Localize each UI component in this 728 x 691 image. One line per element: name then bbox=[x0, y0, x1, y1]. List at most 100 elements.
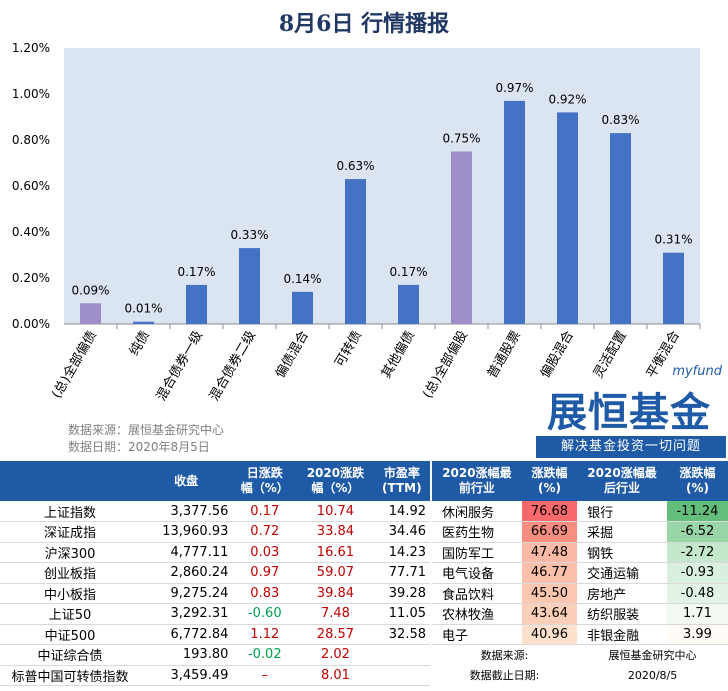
data-label: 0.14% bbox=[283, 272, 321, 286]
bar bbox=[557, 112, 578, 325]
bar bbox=[186, 284, 207, 324]
bottom-sector: 房地产 bbox=[577, 583, 667, 604]
top-sector: 休闲服务 bbox=[432, 501, 522, 522]
chart-source: 数据来源：展恒基金研究中心 bbox=[68, 423, 225, 437]
x-tick-label: 混合债券二级 bbox=[206, 328, 259, 404]
day-change: 0.03 bbox=[232, 542, 298, 563]
bar bbox=[239, 248, 260, 324]
sector-source-row: 数据来源: 展恒基金研究中心 bbox=[432, 645, 728, 666]
y-tick-label: 0.40% bbox=[12, 225, 50, 239]
bottom-sector-change: -0.93 bbox=[666, 562, 728, 584]
logo-url: myfund bbox=[672, 364, 722, 379]
day-change: -0.02 bbox=[232, 644, 298, 666]
data-label: 0.97% bbox=[495, 81, 533, 95]
table-row: 沪深300 4,777.11 0.03 16.61 14.23 bbox=[0, 542, 430, 563]
bottom-sector: 交通运输 bbox=[577, 562, 667, 584]
bar bbox=[663, 252, 684, 324]
ytd-change: 33.84 bbox=[297, 521, 374, 543]
ytd-change: 28.57 bbox=[297, 624, 374, 645]
table-row: 深证成指 13,960.93 0.72 33.84 34.46 bbox=[0, 521, 430, 543]
index-header-3: 2020涨跌 幅（%） bbox=[297, 461, 374, 501]
data-label: 0.83% bbox=[601, 113, 639, 127]
sector-table: 2020涨幅最 前行业 涨跌幅 (%) 2020涨幅最 后行业 涨跌幅 (%) 休闲服务 76.… bbox=[432, 461, 728, 686]
x-tick-label: 纯债 bbox=[127, 329, 153, 359]
data-label: 0.33% bbox=[230, 228, 268, 242]
pe-ttm: 14.23 bbox=[373, 542, 430, 563]
table-row: 中小板指 9,275.24 0.83 39.84 39.28 bbox=[0, 583, 430, 604]
data-label: 0.17% bbox=[389, 265, 427, 279]
table-row: 医药生物 66.69 采掘 -6.52 bbox=[432, 521, 728, 543]
top-sector-change: 76.68 bbox=[521, 501, 578, 522]
pe-ttm: 32.58 bbox=[373, 624, 430, 645]
top-sector: 医药生物 bbox=[432, 521, 522, 543]
bar bbox=[345, 179, 366, 324]
day-change: 0.97 bbox=[232, 562, 298, 584]
x-tick-label: (总)全部偏债 bbox=[49, 328, 100, 401]
y-tick-label: 0.80% bbox=[12, 133, 50, 147]
pe-ttm: 39.28 bbox=[373, 583, 430, 604]
chart-date: 数据日期：2020年8月5日 bbox=[68, 440, 210, 454]
ytd-change: 16.61 bbox=[297, 542, 374, 563]
day-change: 1.12 bbox=[232, 624, 298, 645]
brand-logo: myfund 展恒基金 解决基金投资一切问题 bbox=[536, 364, 726, 462]
sector-source-label: 数据来源: bbox=[480, 649, 529, 662]
index-name: 标普中国可转债指数 bbox=[0, 665, 140, 686]
index-name: 中证500 bbox=[0, 624, 140, 645]
bottom-sector-change: -0.48 bbox=[666, 583, 728, 604]
top-sector: 电子 bbox=[432, 624, 522, 645]
index-name: 中证综合债 bbox=[0, 644, 140, 666]
x-tick-label: 可转债 bbox=[332, 329, 364, 370]
x-tick-label: 混合债券一级 bbox=[153, 328, 206, 404]
sector-source-value: 展恒基金研究中心 bbox=[608, 649, 697, 662]
table-row: 标普中国可转债指数 3,459.49–8.01 bbox=[0, 665, 430, 686]
bottom-sector: 钢铁 bbox=[577, 542, 667, 563]
sector-header-1: 涨跌幅 (%) bbox=[521, 461, 578, 501]
close-value: 3,292.31 bbox=[140, 603, 233, 625]
index-header-4: 市盈率 (TTM) bbox=[373, 461, 430, 501]
ytd-change: 7.48 bbox=[297, 603, 374, 625]
y-tick-label: 0.00% bbox=[12, 317, 50, 331]
bar bbox=[80, 303, 101, 324]
day-change: -0.60 bbox=[232, 603, 298, 625]
table-row: 上证50 3,292.31 -0.60 7.48 11.05 bbox=[0, 603, 430, 625]
x-tick-label: 其他偏债 bbox=[379, 329, 418, 382]
day-change: 0.72 bbox=[232, 521, 298, 543]
ytd-change: 39.84 bbox=[297, 583, 374, 604]
index-name: 沪深300 bbox=[0, 542, 140, 563]
close-value: 13,960.93 bbox=[140, 521, 233, 543]
bottom-sector-change: -6.52 bbox=[666, 521, 728, 543]
y-tick-label: 1.00% bbox=[12, 87, 50, 101]
close-value: 2,860.24 bbox=[140, 562, 233, 584]
index-header-1: 收盘 bbox=[140, 461, 233, 501]
top-sector: 食品饮料 bbox=[432, 583, 522, 604]
data-label: 0.17% bbox=[177, 265, 215, 279]
bottom-sector-change: 3.99 bbox=[666, 624, 728, 645]
sector-header-0: 2020涨幅最 前行业 bbox=[432, 461, 522, 501]
top-sector-change: 46.77 bbox=[521, 562, 578, 584]
bar bbox=[504, 100, 525, 325]
sector-date-label: 数据截止日期: bbox=[469, 669, 540, 683]
table-row: 电气设备 46.77 交通运输 -0.93 bbox=[432, 562, 728, 584]
top-sector-change: 40.96 bbox=[521, 624, 578, 645]
y-tick-label: 0.60% bbox=[12, 179, 50, 193]
close-value: 4,777.11 bbox=[140, 542, 233, 563]
table-row: 电子 40.96 非银金融 3.99 bbox=[432, 624, 728, 645]
table-row: 中证500 6,772.84 1.12 28.57 32.58 bbox=[0, 624, 430, 645]
index-header-2: 日涨跌 幅（%） bbox=[232, 461, 298, 501]
index-name: 中小板指 bbox=[0, 583, 140, 604]
bar bbox=[451, 151, 472, 324]
bottom-sector: 银行 bbox=[577, 501, 667, 522]
index-name: 上证指数 bbox=[0, 501, 140, 522]
bar bbox=[133, 321, 154, 324]
sector-date-row: 数据截止日期: 2020/8/5 bbox=[432, 665, 728, 686]
table-row: 休闲服务 76.68 银行 -11.24 bbox=[432, 501, 728, 522]
sector-header-3: 涨跌幅 (%) bbox=[666, 461, 728, 501]
x-tick-label: 普通股票 bbox=[485, 329, 524, 382]
close-value: 9,275.24 bbox=[140, 583, 233, 604]
bar bbox=[610, 133, 631, 324]
day-change: 0.83 bbox=[232, 583, 298, 604]
top-sector: 国防军工 bbox=[432, 542, 522, 563]
ytd-change: 2.02 bbox=[297, 644, 374, 666]
index-name: 上证50 bbox=[0, 603, 140, 625]
data-label: 0.75% bbox=[442, 132, 480, 146]
